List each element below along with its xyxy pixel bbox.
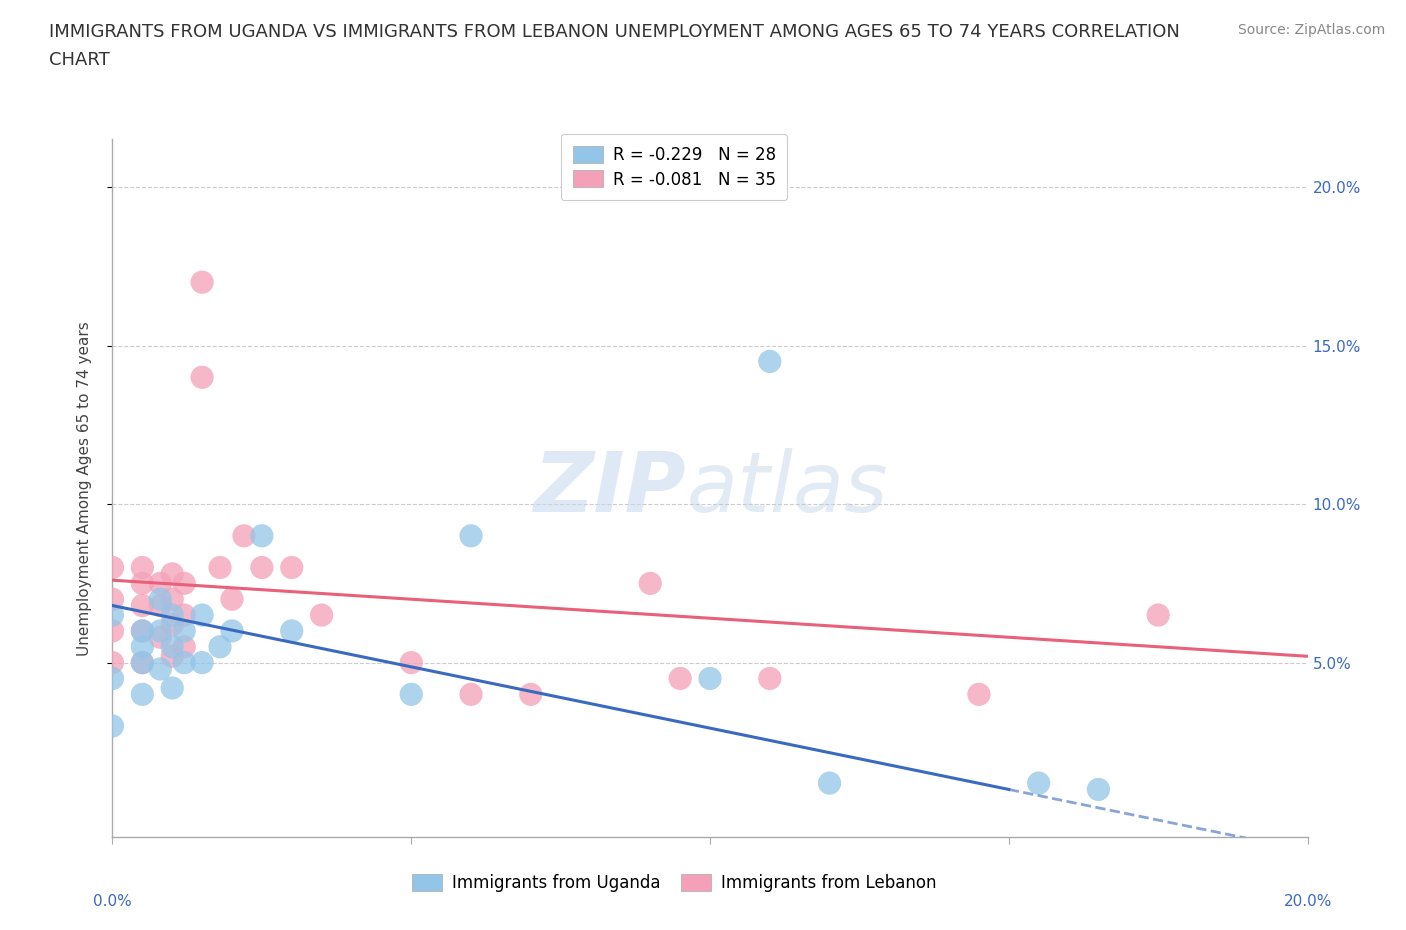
Point — [131, 623, 153, 638]
Point — [131, 576, 153, 591]
Point — [149, 598, 172, 613]
Point — [401, 687, 423, 702]
Point — [149, 576, 172, 591]
Point — [232, 528, 256, 543]
Point — [1028, 776, 1050, 790]
Text: ZIP: ZIP — [533, 447, 686, 529]
Point — [101, 671, 124, 686]
Point — [173, 607, 195, 622]
Point — [221, 623, 243, 638]
Point — [699, 671, 721, 686]
Point — [460, 687, 482, 702]
Y-axis label: Unemployment Among Ages 65 to 74 years: Unemployment Among Ages 65 to 74 years — [77, 321, 91, 656]
Point — [149, 661, 172, 676]
Point — [131, 655, 153, 670]
Point — [101, 607, 124, 622]
Legend: Immigrants from Uganda, Immigrants from Lebanon: Immigrants from Uganda, Immigrants from … — [405, 867, 943, 898]
Point — [131, 598, 153, 613]
Text: 0.0%: 0.0% — [93, 894, 132, 909]
Point — [173, 623, 195, 638]
Point — [131, 655, 153, 670]
Point — [101, 560, 124, 575]
Point — [162, 639, 183, 654]
Point — [149, 630, 172, 644]
Point — [191, 655, 214, 670]
Point — [221, 591, 243, 606]
Point — [101, 719, 124, 734]
Point — [101, 623, 124, 638]
Point — [173, 639, 195, 654]
Text: IMMIGRANTS FROM UGANDA VS IMMIGRANTS FROM LEBANON UNEMPLOYMENT AMONG AGES 65 TO : IMMIGRANTS FROM UGANDA VS IMMIGRANTS FRO… — [49, 23, 1180, 41]
Point — [1147, 607, 1170, 622]
Point — [967, 687, 990, 702]
Point — [131, 560, 153, 575]
Point — [101, 655, 124, 670]
Text: Source: ZipAtlas.com: Source: ZipAtlas.com — [1237, 23, 1385, 37]
Point — [520, 687, 543, 702]
Text: 20.0%: 20.0% — [1284, 894, 1331, 909]
Point — [250, 528, 273, 543]
Point — [162, 566, 183, 581]
Text: atlas: atlas — [686, 447, 887, 529]
Point — [162, 681, 183, 696]
Point — [173, 576, 195, 591]
Point — [818, 776, 841, 790]
Point — [759, 671, 782, 686]
Point — [311, 607, 333, 622]
Point — [759, 354, 782, 369]
Point — [162, 618, 183, 632]
Point — [173, 655, 195, 670]
Point — [208, 639, 231, 654]
Point — [208, 560, 231, 575]
Point — [131, 687, 153, 702]
Point — [162, 591, 183, 606]
Point — [281, 623, 304, 638]
Point — [131, 639, 153, 654]
Point — [401, 655, 423, 670]
Point — [460, 528, 482, 543]
Point — [101, 591, 124, 606]
Point — [149, 623, 172, 638]
Point — [191, 370, 214, 385]
Point — [149, 591, 172, 606]
Text: CHART: CHART — [49, 51, 110, 69]
Point — [1087, 782, 1109, 797]
Point — [669, 671, 692, 686]
Point — [162, 607, 183, 622]
Point — [638, 576, 662, 591]
Point — [191, 607, 214, 622]
Point — [250, 560, 273, 575]
Point — [281, 560, 304, 575]
Point — [131, 623, 153, 638]
Point — [191, 274, 214, 289]
Point — [162, 649, 183, 664]
